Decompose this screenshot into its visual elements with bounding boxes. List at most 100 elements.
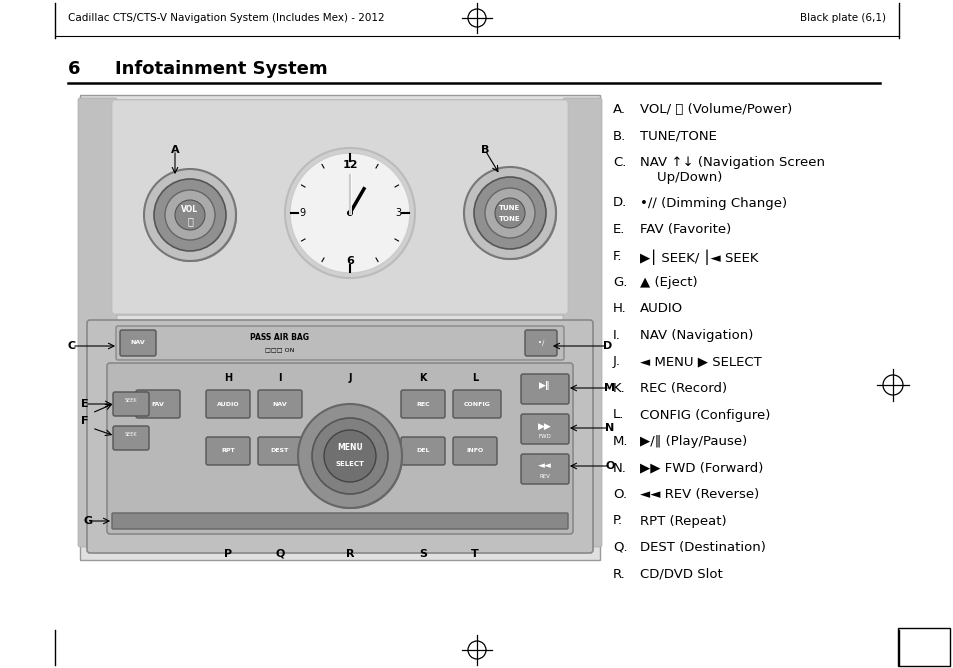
Text: MENU: MENU	[336, 444, 362, 452]
Text: DEST: DEST	[271, 448, 289, 454]
FancyBboxPatch shape	[206, 437, 250, 465]
Text: S: S	[418, 549, 427, 559]
Text: 12: 12	[342, 160, 357, 170]
Text: ▶‖: ▶‖	[538, 381, 550, 391]
FancyBboxPatch shape	[520, 454, 568, 484]
FancyBboxPatch shape	[80, 95, 599, 560]
Text: CONFIG (Configure): CONFIG (Configure)	[639, 409, 770, 422]
Circle shape	[347, 210, 353, 216]
Text: N.: N.	[613, 462, 626, 474]
FancyBboxPatch shape	[136, 390, 180, 418]
FancyBboxPatch shape	[120, 330, 156, 356]
FancyBboxPatch shape	[206, 390, 250, 418]
Text: CONFIG: CONFIG	[463, 401, 490, 407]
Text: ▶⎮ SEEK/ ⎮◄ SEEK: ▶⎮ SEEK/ ⎮◄ SEEK	[639, 250, 758, 265]
Text: NAV (Navigation): NAV (Navigation)	[639, 329, 753, 342]
Text: CD/DVD Slot: CD/DVD Slot	[639, 568, 722, 580]
Text: M: M	[604, 383, 615, 393]
FancyBboxPatch shape	[87, 320, 593, 553]
Text: Black plate (6,1): Black plate (6,1)	[800, 13, 885, 23]
Text: F: F	[81, 416, 89, 426]
Circle shape	[298, 405, 402, 509]
Text: ▶/‖ (Play/Pause): ▶/‖ (Play/Pause)	[639, 435, 746, 448]
Text: A: A	[171, 145, 179, 155]
Text: M.: M.	[613, 435, 628, 448]
Text: ⏻: ⏻	[187, 216, 193, 226]
Text: NAV ↑↓ (Navigation Screen
    Up/Down): NAV ↑↓ (Navigation Screen Up/Down)	[639, 156, 824, 184]
FancyBboxPatch shape	[112, 100, 567, 314]
Text: R: R	[345, 549, 354, 559]
Text: REC (Record): REC (Record)	[639, 382, 726, 395]
Text: T: T	[471, 549, 478, 559]
Text: INFO: INFO	[466, 448, 483, 454]
Circle shape	[290, 153, 410, 273]
Text: 6: 6	[346, 256, 354, 266]
Text: C: C	[68, 341, 76, 351]
Text: FWD: FWD	[538, 434, 551, 438]
FancyBboxPatch shape	[524, 330, 557, 356]
FancyBboxPatch shape	[112, 513, 567, 529]
Circle shape	[153, 179, 226, 251]
Text: E.: E.	[613, 223, 625, 236]
Text: Infotainment System: Infotainment System	[115, 60, 327, 78]
Text: □□□ ON: □□□ ON	[265, 347, 294, 353]
Circle shape	[463, 167, 556, 259]
Text: R.: R.	[613, 568, 625, 580]
Text: G.: G.	[613, 276, 627, 289]
Text: G: G	[83, 516, 92, 526]
Text: Cadillac CTS/CTS-V Navigation System (Includes Mex) - 2012: Cadillac CTS/CTS-V Navigation System (In…	[68, 13, 384, 23]
Text: VOL: VOL	[181, 206, 198, 214]
Text: A.: A.	[613, 103, 625, 116]
Text: SEEK: SEEK	[125, 397, 137, 403]
Text: DEL: DEL	[416, 448, 429, 454]
Text: •∕∕ (Dimming Change): •∕∕ (Dimming Change)	[639, 196, 786, 210]
FancyBboxPatch shape	[112, 426, 149, 450]
Text: SEEK: SEEK	[125, 432, 137, 436]
FancyBboxPatch shape	[257, 437, 302, 465]
FancyBboxPatch shape	[897, 628, 949, 666]
Text: ◄◄ REV (Reverse): ◄◄ REV (Reverse)	[639, 488, 759, 501]
Text: 6: 6	[68, 60, 80, 78]
Circle shape	[297, 404, 401, 508]
FancyBboxPatch shape	[562, 98, 601, 547]
Text: RPT: RPT	[221, 448, 234, 454]
Text: •/: •/	[537, 340, 543, 346]
Text: ◄◄: ◄◄	[537, 462, 551, 470]
Circle shape	[145, 170, 236, 262]
Text: J: J	[348, 373, 352, 383]
FancyBboxPatch shape	[453, 437, 497, 465]
Circle shape	[474, 177, 545, 249]
Text: TUNE/TONE: TUNE/TONE	[639, 130, 716, 142]
Text: SELECT: SELECT	[335, 461, 364, 467]
Text: TONE: TONE	[498, 216, 520, 222]
Text: FAV: FAV	[152, 401, 164, 407]
Text: P: P	[224, 549, 232, 559]
Text: D: D	[602, 341, 612, 351]
Text: 9: 9	[298, 208, 305, 218]
Text: H.: H.	[613, 303, 626, 315]
FancyBboxPatch shape	[257, 390, 302, 418]
FancyBboxPatch shape	[116, 326, 563, 360]
Text: N: N	[605, 423, 614, 433]
Text: D.: D.	[613, 196, 626, 210]
Text: K.: K.	[613, 382, 625, 395]
Text: B: B	[480, 145, 489, 155]
FancyBboxPatch shape	[107, 363, 573, 534]
Text: AUDIO: AUDIO	[639, 303, 682, 315]
Text: REC: REC	[416, 401, 430, 407]
Text: TUNE: TUNE	[498, 205, 520, 211]
Text: ▶▶ FWD (Forward): ▶▶ FWD (Forward)	[639, 462, 762, 474]
Text: Q.: Q.	[613, 541, 627, 554]
Circle shape	[495, 198, 524, 228]
Circle shape	[484, 188, 535, 238]
Text: 3: 3	[395, 208, 400, 218]
FancyBboxPatch shape	[400, 437, 444, 465]
FancyBboxPatch shape	[520, 374, 568, 404]
Text: ◄ MENU ▶ SELECT: ◄ MENU ▶ SELECT	[639, 355, 760, 369]
Text: RPT (Repeat): RPT (Repeat)	[639, 514, 726, 528]
Text: DEST (Destination): DEST (Destination)	[639, 541, 765, 554]
FancyBboxPatch shape	[520, 414, 568, 444]
Text: NAV: NAV	[131, 341, 145, 345]
FancyBboxPatch shape	[453, 390, 500, 418]
Text: FAV (Favorite): FAV (Favorite)	[639, 223, 731, 236]
